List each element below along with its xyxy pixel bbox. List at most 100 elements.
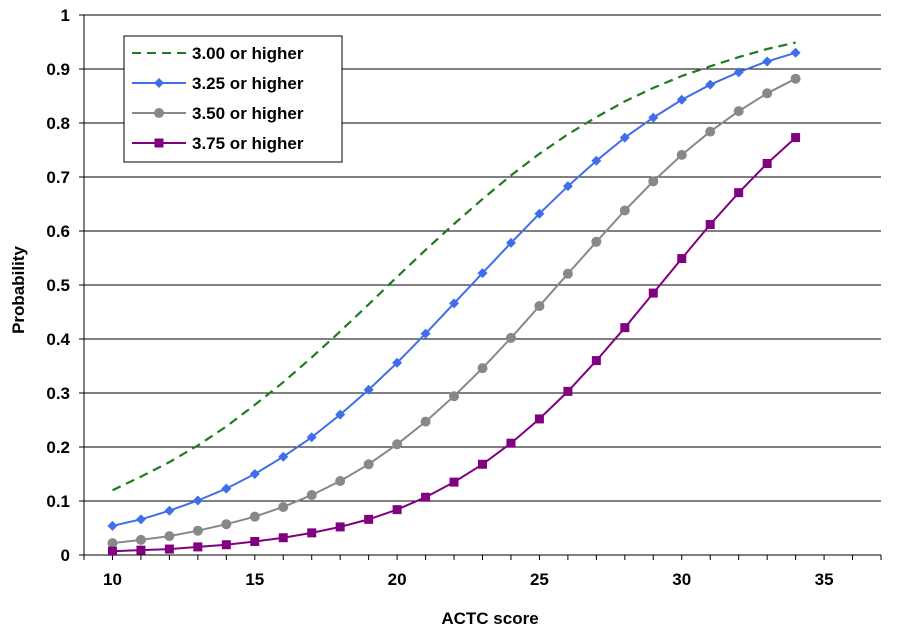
data-point-circle <box>107 538 118 549</box>
legend-label: 3.50 or higher <box>192 104 304 123</box>
data-point-diamond <box>591 155 602 166</box>
data-point-square <box>478 459 487 469</box>
data-point-square <box>154 138 164 148</box>
data-point-diamond <box>335 409 346 420</box>
data-point-circle <box>135 534 146 545</box>
data-point-circle <box>192 525 203 536</box>
data-point-circle <box>591 236 602 247</box>
data-point-diamond <box>164 505 175 516</box>
data-point-diamond <box>221 483 232 494</box>
data-point-diamond <box>676 94 687 105</box>
axes <box>79 14 882 560</box>
data-point-circle <box>164 531 175 542</box>
series-line <box>112 41 796 492</box>
data-point-circle <box>790 73 801 84</box>
legend-entry: 3.00 or higher <box>132 44 304 63</box>
data-point-circle <box>477 363 488 374</box>
data-point-square <box>335 522 345 532</box>
data-point-square <box>221 540 231 550</box>
data-point-square <box>364 514 374 524</box>
data-point-circle <box>449 391 460 402</box>
data-point-diamond <box>306 432 317 443</box>
y-tick-labels: 0 0.1 0.2 0.3 0.4 0.5 0.6 0.7 0.8 0.9 1 <box>46 6 70 565</box>
data-point-diamond <box>562 181 573 192</box>
data-point-square <box>648 288 658 298</box>
y-tick-label: 0.1 <box>46 492 70 511</box>
data-point-diamond <box>363 384 374 395</box>
data-point-square <box>107 546 117 556</box>
data-point-square <box>136 545 146 555</box>
data-point-diamond <box>420 328 431 339</box>
data-point-diamond <box>477 268 488 279</box>
y-tick-label: 0.3 <box>46 384 70 403</box>
data-point-circle <box>335 476 346 487</box>
data-point-diamond <box>619 132 630 143</box>
legend-label: 3.00 or higher <box>192 44 304 63</box>
data-point-circle <box>619 205 630 216</box>
data-point-diamond <box>392 357 403 368</box>
series-group <box>107 41 801 556</box>
data-point-circle <box>705 126 716 137</box>
data-point-circle <box>392 439 403 450</box>
x-axis-title: ACTC score <box>441 609 538 628</box>
data-point-circle <box>306 490 317 501</box>
data-point-circle <box>733 106 744 117</box>
data-point-circle <box>505 332 516 343</box>
data-point-diamond <box>249 469 260 479</box>
data-point-diamond <box>705 79 716 90</box>
data-point-square <box>506 438 516 448</box>
x-tick-label: 10 <box>103 570 122 589</box>
x-tick-label: 30 <box>672 570 691 589</box>
data-point-circle <box>221 519 232 530</box>
data-point-diamond <box>505 237 516 248</box>
data-point-diamond <box>449 298 460 309</box>
data-point-circle <box>676 149 687 160</box>
data-point-square <box>534 414 544 424</box>
series-line <box>112 136 797 553</box>
data-point-diamond <box>733 67 744 78</box>
x-tick-label: 20 <box>388 570 407 589</box>
data-point-diamond <box>278 451 289 462</box>
data-point-diamond <box>534 208 545 219</box>
data-point-square <box>705 220 715 230</box>
y-axis-title: Probability <box>9 246 28 334</box>
y-tick-label: 0.2 <box>46 438 70 457</box>
data-point-diamond <box>648 112 659 123</box>
data-point-circle <box>562 268 573 279</box>
x-tick-label: 25 <box>530 570 549 589</box>
y-tick-label: 0.8 <box>46 114 70 133</box>
data-point-square <box>421 492 431 502</box>
legend-entry: 3.50 or higher <box>132 104 304 123</box>
data-point-square <box>449 477 459 487</box>
data-point-square <box>250 537 260 546</box>
x-tick-labels: 10 15 20 25 30 35 <box>103 570 834 589</box>
data-point-square <box>164 544 174 554</box>
data-point-circle <box>420 416 431 427</box>
legend-label: 3.75 or higher <box>192 134 304 153</box>
series-3 <box>107 73 801 549</box>
data-point-circle <box>762 88 773 99</box>
data-point-square <box>278 533 288 543</box>
gridlines <box>84 14 881 502</box>
x-tick-label: 35 <box>815 570 834 589</box>
data-point-circle <box>154 108 164 118</box>
data-point-square <box>392 505 402 515</box>
data-point-diamond <box>192 495 203 506</box>
series-4 <box>107 133 801 556</box>
data-point-square <box>563 386 573 396</box>
y-tick-label: 0.9 <box>46 60 70 79</box>
data-point-circle <box>278 501 289 512</box>
data-point-square <box>591 356 601 366</box>
legend: 3.00 or higher 3.25 or higher 3.50 or high… <box>123 35 343 163</box>
data-point-square <box>620 323 630 333</box>
series-1 <box>112 41 796 492</box>
data-point-square <box>734 188 744 198</box>
data-point-diamond <box>154 78 164 88</box>
data-point-square <box>791 133 801 143</box>
data-point-square <box>762 159 772 168</box>
series-2 <box>107 47 801 531</box>
data-point-square <box>307 528 317 538</box>
data-point-circle <box>534 301 545 312</box>
data-point-circle <box>648 176 659 187</box>
